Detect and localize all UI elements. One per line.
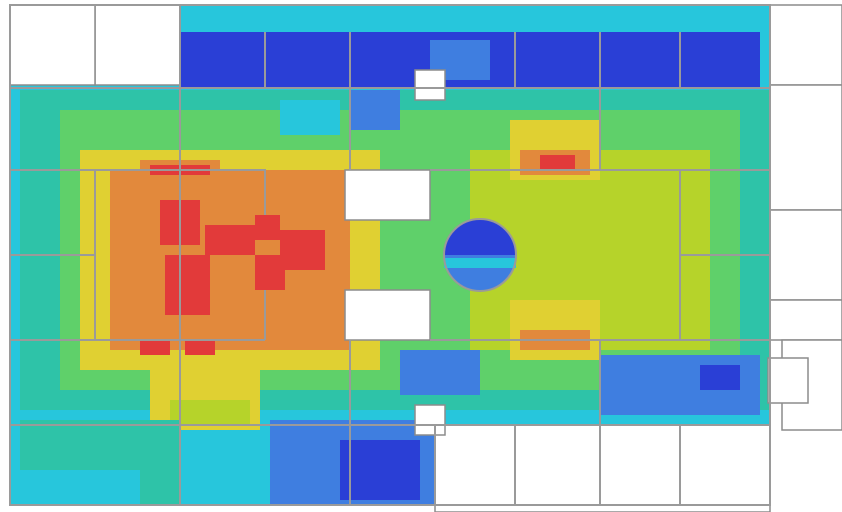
excluded-areas bbox=[9, 4, 842, 512]
round-room bbox=[443, 218, 517, 292]
walls bbox=[9, 4, 771, 506]
